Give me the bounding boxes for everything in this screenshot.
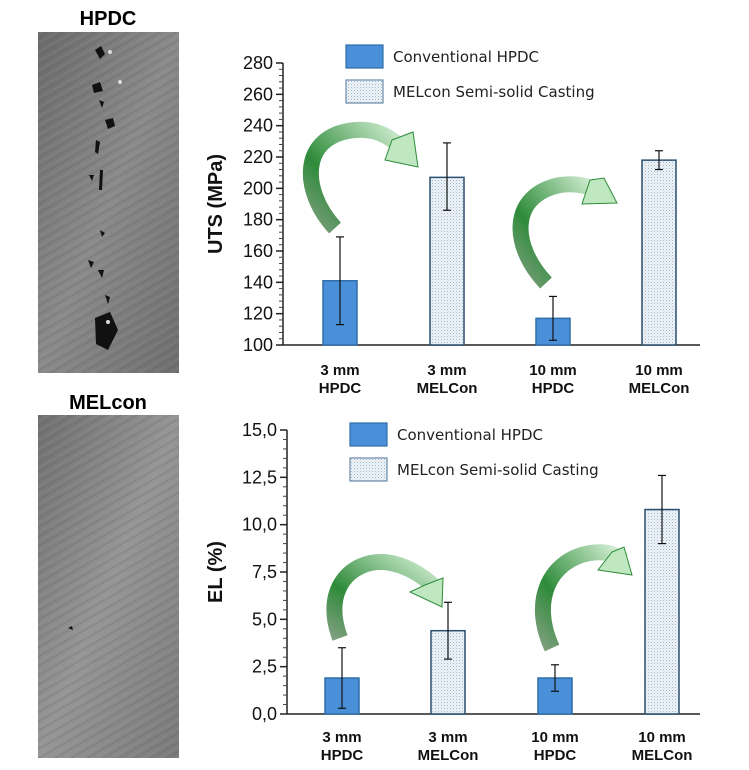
x-tick-label: HPDC [534,747,577,764]
y-tick-label: 0,0 [252,704,277,724]
x-tick-label: 10 mm [529,362,577,379]
y-tick-label: 200 [243,178,273,198]
y-axis-label: EL (%) [205,541,227,603]
x-tick-label: HPDC [532,380,575,397]
micrograph-melcon [38,415,179,758]
x-tick-label: 3 mm [322,729,361,746]
y-tick-label: 160 [243,241,273,261]
x-tick-label: HPDC [319,380,362,397]
arrow-icon [512,176,618,289]
x-tick-label: MELCon [417,380,478,397]
legend-swatch-hpdc [349,422,388,447]
arrow-icon [326,553,444,641]
y-tick-label: 7,5 [252,562,277,582]
x-tick-label: 10 mm [531,729,579,746]
legend-swatch-melcon [345,79,384,104]
x-tick-label: HPDC [321,747,364,764]
legend-label: MELcon Semi-solid Casting [397,461,599,479]
y-tick-label: 100 [243,335,273,355]
micrograph-label-hpdc: HPDC [80,8,137,30]
el-chart: 0,02,55,07,510,012,515,0EL (%)3 mmHPDC3 … [205,420,700,764]
micrograph-label-melcon: MELcon [69,392,147,414]
y-tick-label: 15,0 [242,420,277,440]
y-tick-label: 10,0 [242,515,277,535]
x-tick-label: MELCon [418,747,479,764]
y-tick-label: 2,5 [252,657,277,677]
x-tick-label: 10 mm [635,362,683,379]
arrow-icon [535,544,633,652]
x-tick-label: MELCon [629,380,690,397]
y-tick-label: 140 [243,272,273,292]
legend-swatch-hpdc [345,44,384,69]
uts-chart: 100 120 140 160 180 200 220 240 260 280 UTS (MPa) 3… [205,44,700,397]
y-tick-label: 180 [243,210,273,230]
arrow-icon [302,121,419,234]
y-tick-label: 280 [243,53,273,73]
legend-label: MELcon Semi-solid Casting [393,83,595,101]
y-tick-label: 120 [243,304,273,324]
y-tick-label: 260 [243,84,273,104]
y-axis-label: UTS (MPa) [205,154,227,254]
x-tick-label: MELCon [632,747,693,764]
x-tick-label: 10 mm [638,729,686,746]
x-tick-label: 3 mm [427,362,466,379]
x-tick-label: 3 mm [320,362,359,379]
y-tick-label: 12,5 [242,467,277,487]
x-tick-label: 3 mm [428,729,467,746]
legend-label: Conventional HPDC [393,48,539,66]
legend-label: Conventional HPDC [397,426,543,444]
y-tick-label: 220 [243,147,273,167]
improvement-arrows [302,121,633,652]
y-tick-label: 5,0 [252,609,277,629]
legend-swatch-melcon [349,457,388,482]
micrograph-hpdc [38,32,179,373]
y-tick-label: 240 [243,116,273,136]
bar [641,159,677,346]
